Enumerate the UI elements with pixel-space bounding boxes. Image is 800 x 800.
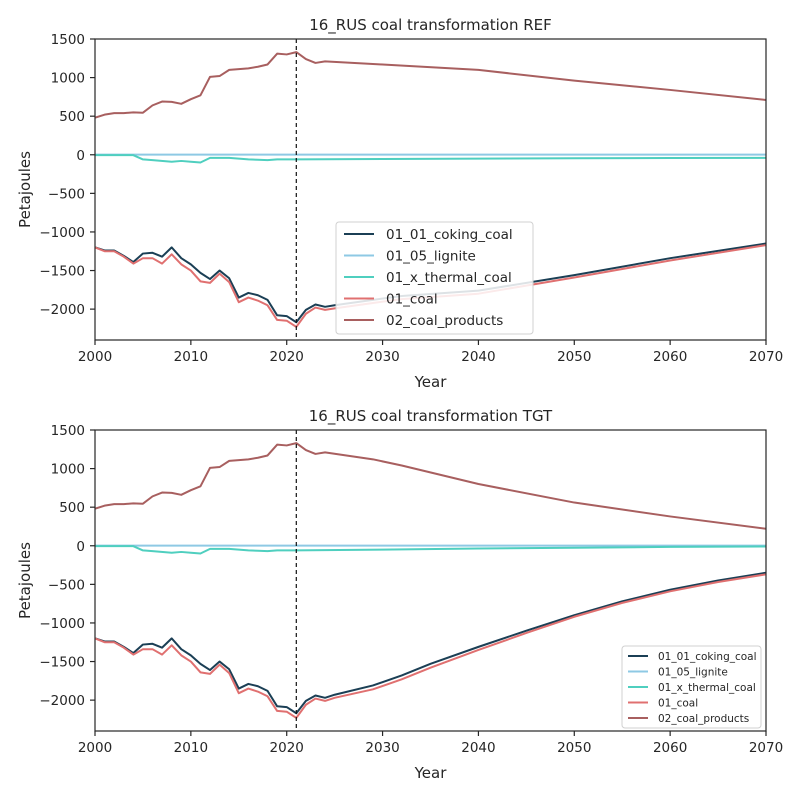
x-tick-label: 2020 [270,740,304,756]
series-line-01_coal [95,573,766,719]
x-tick-label: 2060 [653,349,687,365]
x-tick-label: 2070 [749,349,783,365]
y-tick-label: −1000 [39,616,85,632]
legend: 01_01_coking_coal 01_05_lignite 01_x_therm… [621,645,762,729]
legend: 01_01_coking_coal 01_05_lignite 01_x_therm… [335,221,534,335]
series-line-01_x_thermal_coal [95,154,766,164]
legend-label: 01_01_coking_coal [386,227,513,243]
y-tick-label: 500 [59,500,85,516]
y-tick-label: −1000 [39,225,85,241]
series-line-01_01_coking_coal [95,571,766,715]
y-tick-label: 1000 [51,462,85,478]
chart-panel-1: 16_RUS coal transformation REF 2000 2010 20… [16,16,783,391]
y-tick-label: −1500 [39,264,85,280]
y-tick-label: 1500 [51,423,85,439]
y-tick-label: 1500 [51,32,85,48]
y-tick-label: −1500 [39,655,85,671]
legend-label: 02_coal_products [658,713,749,725]
legend-label: 01_05_lignite [386,248,476,264]
x-tick-label: 2040 [461,349,495,365]
x-axis-label: Year [414,764,448,782]
x-tick-label: 2000 [78,349,112,365]
plot-frame [94,38,767,341]
x-tick-label: 2000 [78,740,112,756]
series-line-02_coal_products [95,51,766,119]
legend-label: 01_coal [658,697,698,709]
x-tick-label: 2050 [557,349,591,365]
legend-label: 01_x_thermal_coal [386,270,512,286]
x-tick-label: 2050 [557,740,591,756]
y-tick-label: −2000 [39,302,85,318]
series-line-02_coal_products [95,442,766,530]
y-tick-label: 0 [76,539,85,555]
x-tick-label: 2010 [174,740,208,756]
y-tick-label: 0 [76,148,85,164]
y-tick-label: −500 [48,186,85,202]
plot-frame [94,429,767,732]
legend-box [335,221,534,335]
x-tick-label: 2030 [365,740,399,756]
x-tick-label: 2020 [270,349,304,365]
legend-label: 01_coal [386,291,438,307]
y-tick-label: −500 [48,577,85,593]
y-tick-label: −2000 [39,693,85,709]
chart-title: 16_RUS coal transformation REF [309,16,552,35]
chart-panel-2: 16_RUS coal transformation TGT 2000 2010 20… [16,407,783,782]
x-tick-label: 2070 [749,740,783,756]
legend-label: 02_coal_products [386,313,503,329]
y-axis-label: Petajoules [16,151,34,228]
chart-title: 16_RUS coal transformation TGT [309,407,553,426]
x-axis-label: Year [414,373,448,391]
x-tick-label: 2030 [365,349,399,365]
y-tick-label: 500 [59,109,85,125]
legend-label: 01_05_lignite [658,666,728,678]
x-tick-label: 2010 [174,349,208,365]
series-line-01_x_thermal_coal [95,545,766,555]
legend-label: 01_x_thermal_coal [658,682,756,694]
x-tick-label: 2040 [461,740,495,756]
x-tick-label: 2060 [653,740,687,756]
y-axis-label: Petajoules [16,542,34,619]
legend-label: 01_01_coking_coal [658,651,757,663]
legend-box [621,645,762,729]
y-tick-label: 1000 [51,71,85,87]
